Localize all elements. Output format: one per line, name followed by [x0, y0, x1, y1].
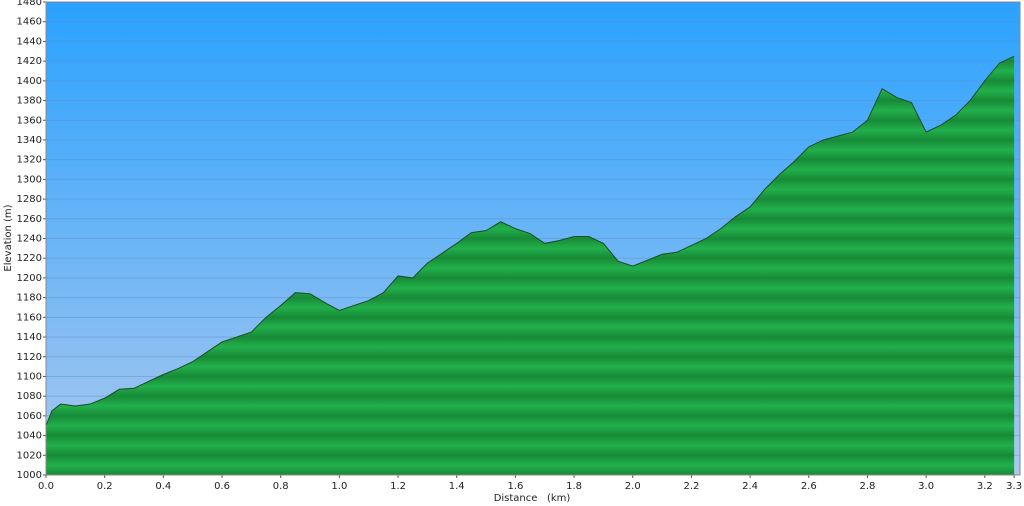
x-tick-label: 0.4	[155, 481, 171, 492]
y-tick-label: 1240	[17, 234, 42, 245]
y-tick-label: 1300	[17, 174, 42, 185]
x-tick-label: 2.0	[625, 481, 641, 492]
plot-frame	[45, 1, 1021, 476]
y-tick-label: 1480	[17, 0, 42, 8]
y-tick-label: 1160	[17, 312, 42, 323]
y-tick-label: 1220	[17, 253, 42, 264]
x-tick-label: 1.8	[566, 481, 582, 492]
x-tick-label: 1.0	[331, 481, 347, 492]
x-tick-label: 1.2	[390, 481, 406, 492]
y-tick-label: 1020	[17, 450, 42, 461]
y-tick-label: 1180	[17, 293, 42, 304]
x-tick-label: 0.6	[214, 481, 230, 492]
y-tick-label: 1040	[17, 431, 42, 442]
y-tick-label: 1380	[17, 96, 42, 107]
x-tick-label: 0.0	[38, 481, 54, 492]
x-tick-label: 2.6	[801, 481, 817, 492]
y-tick-label: 1440	[17, 36, 42, 47]
x-tick-label: 0.8	[273, 481, 289, 492]
y-tick-label: 1320	[17, 155, 42, 166]
elevation-area	[46, 56, 1015, 476]
x-tick-label: 3.3	[1006, 481, 1022, 492]
y-tick-label: 1340	[17, 135, 42, 146]
y-tick-label: 1460	[17, 17, 42, 28]
x-tick-label: 3.2	[977, 481, 993, 492]
y-tick-label: 1360	[17, 115, 42, 126]
y-tick-label: 1080	[17, 391, 42, 402]
x-axis-title: Distance (km)	[494, 493, 571, 504]
y-axis-title: Elevation (m)	[3, 204, 14, 271]
x-tick-label: 0.2	[97, 481, 113, 492]
y-tick-label: 1120	[17, 352, 42, 363]
elevation-line	[45, 55, 1015, 426]
y-tick-label: 1060	[17, 411, 42, 422]
y-tick-label: 1400	[17, 76, 42, 87]
y-tick-label: 1260	[17, 214, 42, 225]
x-tick-label: 2.8	[859, 481, 875, 492]
x-tick-label: 2.4	[742, 481, 758, 492]
y-tick-label: 1140	[17, 332, 42, 343]
x-tick-label: 2.2	[683, 481, 699, 492]
x-tick-label: 1.6	[507, 481, 523, 492]
x-tick-label: 1.4	[449, 481, 465, 492]
y-tick-label: 1000	[17, 470, 42, 481]
y-tick-label: 1100	[17, 371, 42, 382]
y-tick-label: 1420	[17, 56, 42, 67]
x-tick-label: 3.0	[918, 481, 934, 492]
y-tick-label: 1280	[17, 194, 42, 205]
y-tick-label: 1200	[17, 273, 42, 284]
